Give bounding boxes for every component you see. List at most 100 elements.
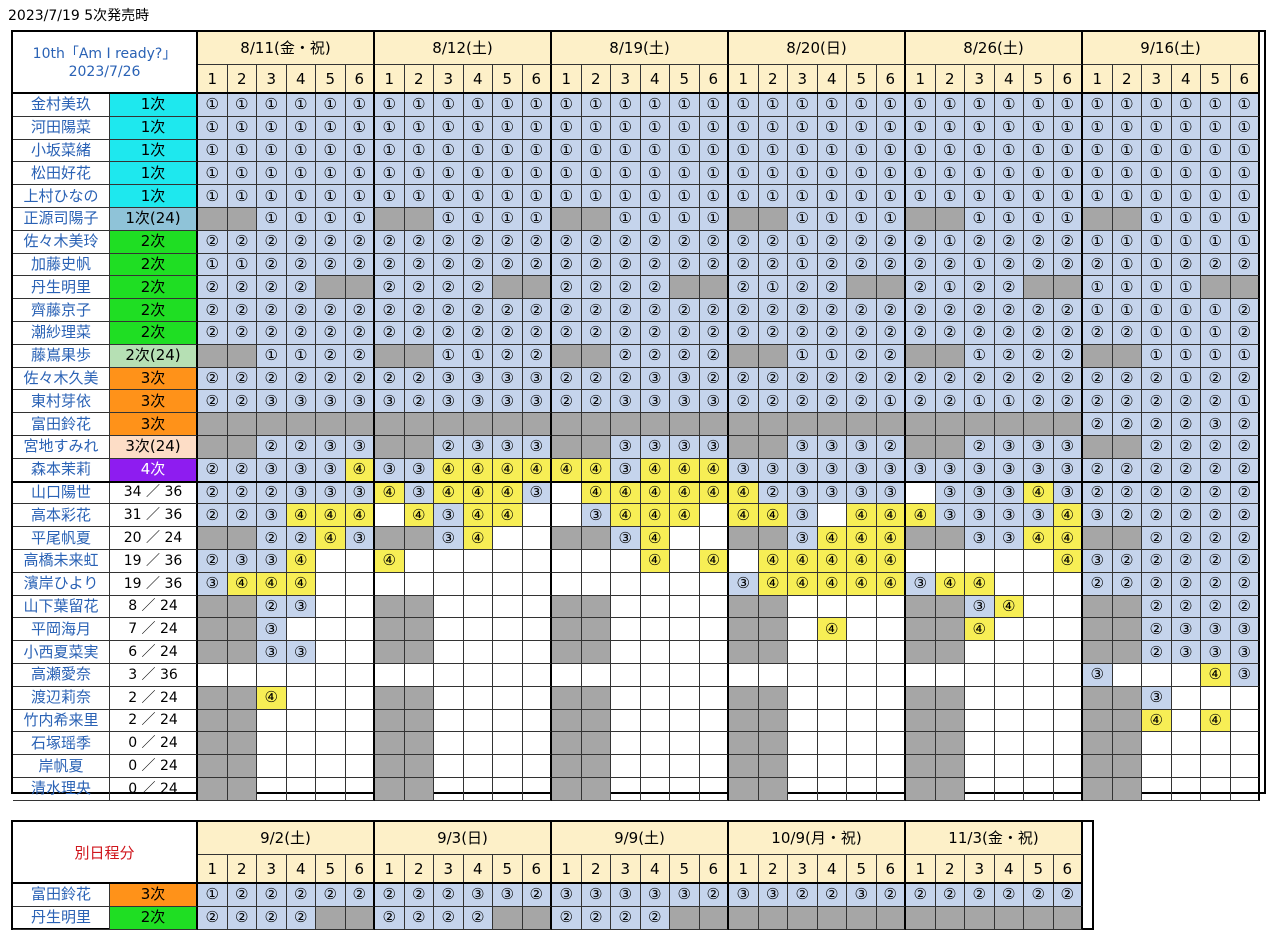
empty-cell <box>522 732 552 756</box>
empty-cell <box>611 778 641 801</box>
part-number: 1 <box>375 855 405 884</box>
sold-out-marker: ③ <box>345 436 375 459</box>
sold-out-marker: ② <box>552 276 582 300</box>
sold-out-marker: ③ <box>286 481 316 505</box>
sold-out-marker: ④ <box>552 458 582 482</box>
sold-out-marker: ④ <box>286 550 316 573</box>
sold-out-marker: ② <box>257 436 287 459</box>
sold-out-marker: ③ <box>375 458 405 482</box>
unavailable-cell <box>198 413 228 436</box>
unavailable-cell <box>788 413 818 436</box>
sold-out-marker: ② <box>345 299 375 322</box>
empty-cell <box>965 686 995 710</box>
sold-out-marker: ① <box>994 390 1024 414</box>
sold-out-marker: ① <box>404 162 434 186</box>
empty-cell <box>345 709 375 733</box>
sold-out-marker: ② <box>316 344 346 368</box>
sold-out-marker: ② <box>965 884 995 907</box>
unavailable-cell <box>906 686 936 710</box>
unavailable-cell <box>198 208 228 231</box>
unavailable-cell <box>404 436 434 459</box>
sold-out-marker: ③ <box>906 572 936 596</box>
unavailable-cell <box>552 344 582 368</box>
sold-out-marker: ④ <box>493 458 523 482</box>
sold-out-marker: ② <box>699 367 729 391</box>
sold-out-marker: ② <box>1024 253 1054 277</box>
sold-out-marker: ③ <box>1171 641 1201 664</box>
sold-out-marker: ④ <box>257 686 287 710</box>
part-number: 6 <box>345 855 375 884</box>
unavailable-cell <box>935 595 965 619</box>
sold-out-marker: ② <box>434 253 464 277</box>
unavailable-cell <box>434 413 464 436</box>
sold-out-marker: ② <box>1142 413 1172 436</box>
member-name: 渡辺莉奈 <box>13 686 110 710</box>
member-name: 東村芽依 <box>13 390 110 414</box>
sold-out-marker: ② <box>1112 481 1142 505</box>
unavailable-cell <box>729 344 759 368</box>
sold-out-marker: ① <box>227 185 257 208</box>
sold-out-marker: ② <box>1142 550 1172 573</box>
unavailable-cell <box>316 906 346 930</box>
sold-out-marker: ② <box>965 276 995 300</box>
sold-out-marker: ② <box>493 322 523 345</box>
unavailable-cell <box>906 208 936 231</box>
sold-out-marker: ② <box>1171 572 1201 596</box>
sold-out-marker: ① <box>316 94 346 117</box>
sold-out-marker: ② <box>1230 367 1260 391</box>
sold-out-marker: ① <box>1171 230 1201 254</box>
part-number: 5 <box>670 65 700 94</box>
unavailable-cell <box>758 436 788 459</box>
sold-out-marker: ② <box>198 906 228 930</box>
empty-cell <box>404 572 434 596</box>
sold-out-marker: ② <box>876 299 906 322</box>
unavailable-cell <box>581 686 611 710</box>
unavailable-cell <box>404 618 434 642</box>
sold-out-marker: ② <box>1024 230 1054 254</box>
empty-cell <box>316 595 346 619</box>
unavailable-cell <box>375 686 405 710</box>
unavailable-cell <box>552 732 582 756</box>
sold-out-marker: ① <box>522 139 552 163</box>
part-number: 3 <box>257 65 287 94</box>
unavailable-cell <box>1083 344 1113 368</box>
sold-out-marker: ② <box>1112 413 1142 436</box>
sold-out-marker: ① <box>758 139 788 163</box>
sold-out-marker: ② <box>1171 595 1201 619</box>
sold-out-marker: ① <box>493 162 523 186</box>
sold-out-marker: ① <box>522 185 552 208</box>
sold-out-marker: ① <box>1201 94 1231 117</box>
empty-cell <box>670 709 700 733</box>
sold-out-marker: ② <box>581 253 611 277</box>
empty-cell <box>345 755 375 778</box>
sold-out-marker: ① <box>257 116 287 140</box>
sold-out-marker: ③ <box>788 504 818 528</box>
empty-cell <box>552 572 582 596</box>
unavailable-cell <box>729 436 759 459</box>
sold-out-marker: ④ <box>1053 550 1083 573</box>
sold-out-marker: ④ <box>994 595 1024 619</box>
unavailable-cell <box>198 436 228 459</box>
sold-out-marker: ① <box>286 116 316 140</box>
sold-out-marker: ① <box>640 139 670 163</box>
unavailable-cell <box>935 709 965 733</box>
empty-cell <box>1024 778 1054 801</box>
part-number: 6 <box>1053 65 1083 94</box>
unavailable-cell <box>906 709 936 733</box>
empty-cell <box>1171 732 1201 756</box>
sold-out-marker: ① <box>965 208 995 231</box>
empty-cell <box>788 778 818 801</box>
sold-out-marker: ④ <box>847 572 877 596</box>
unavailable-cell <box>670 906 700 930</box>
sale-level: 1次 <box>110 94 198 117</box>
sold-out-marker: ② <box>1142 367 1172 391</box>
sold-out-marker: ② <box>817 253 847 277</box>
empty-cell <box>227 664 257 687</box>
empty-cell <box>1230 709 1260 733</box>
empty-cell <box>699 732 729 756</box>
unavailable-cell <box>1024 413 1054 436</box>
sold-out-marker: ③ <box>994 458 1024 482</box>
member-name: 齊藤京子 <box>13 299 110 322</box>
sold-out-marker: ① <box>522 208 552 231</box>
empty-cell <box>1053 709 1083 733</box>
